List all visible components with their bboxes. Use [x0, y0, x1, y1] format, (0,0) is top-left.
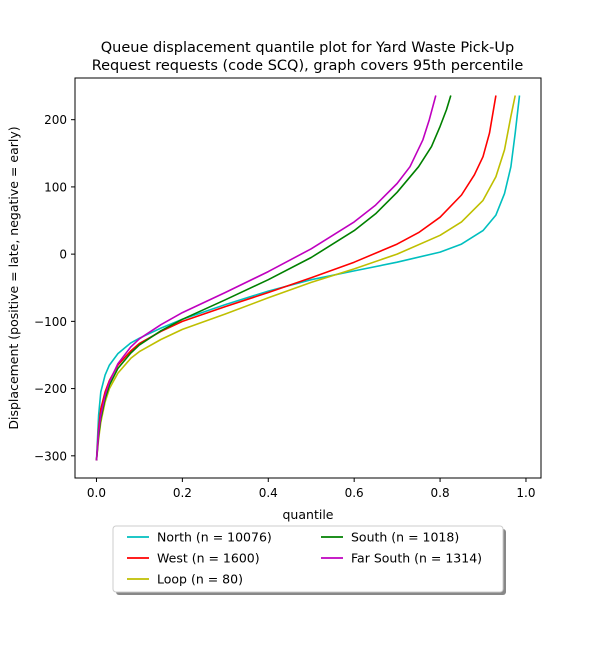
y-tick-label: 100 — [44, 180, 67, 194]
legend-label-2: Loop (n = 80) — [157, 572, 243, 587]
legend-label-0: North (n = 10076) — [157, 530, 272, 545]
legend-box — [112, 525, 504, 593]
y-tick-label: 0 — [59, 248, 67, 262]
x-tick-label: 0.6 — [345, 486, 364, 500]
chart-title-line-1: Queue displacement quantile plot for Yar… — [101, 40, 514, 56]
legend-label-3: South (n = 1018) — [351, 530, 459, 545]
series-line-2 — [95, 95, 516, 461]
x-tick-label: 0.4 — [259, 486, 278, 500]
x-axis-ticks: 0.0 0.2 0.4 0.6 0.8 1.0 — [87, 478, 536, 500]
legend-entries: North (n = 10076) West (n = 1600) Loop (n … — [127, 530, 482, 587]
x-axis-label: quantile — [283, 507, 334, 522]
y-tick-label: 200 — [44, 113, 67, 127]
legend: North (n = 10076) West (n = 1600) Loop (n … — [112, 525, 506, 595]
y-axis-ticks: −300 −200 −100 0 100 200 — [34, 113, 75, 463]
series-line-1 — [95, 95, 497, 461]
x-tick-label: 1.0 — [516, 486, 535, 500]
y-tick-label: −200 — [34, 382, 67, 396]
chart-title-line-2: Request requests (code SCQ), graph cover… — [92, 58, 524, 74]
series-layer — [95, 95, 521, 461]
x-tick-label: 0.0 — [87, 486, 106, 500]
legend-label-1: West (n = 1600) — [157, 551, 260, 566]
series-line-0 — [95, 95, 521, 461]
y-tick-label: −300 — [34, 449, 67, 463]
plot-frame — [74, 77, 542, 479]
y-tick-label: −100 — [34, 315, 67, 329]
x-tick-label: 0.8 — [431, 486, 450, 500]
series-line-4 — [95, 95, 437, 461]
y-axis-label: Displacement (positive = late, negative … — [6, 126, 21, 429]
legend-label-4: Far South (n = 1314) — [351, 551, 482, 566]
series-line-3 — [95, 95, 452, 461]
x-tick-label: 0.2 — [173, 486, 192, 500]
